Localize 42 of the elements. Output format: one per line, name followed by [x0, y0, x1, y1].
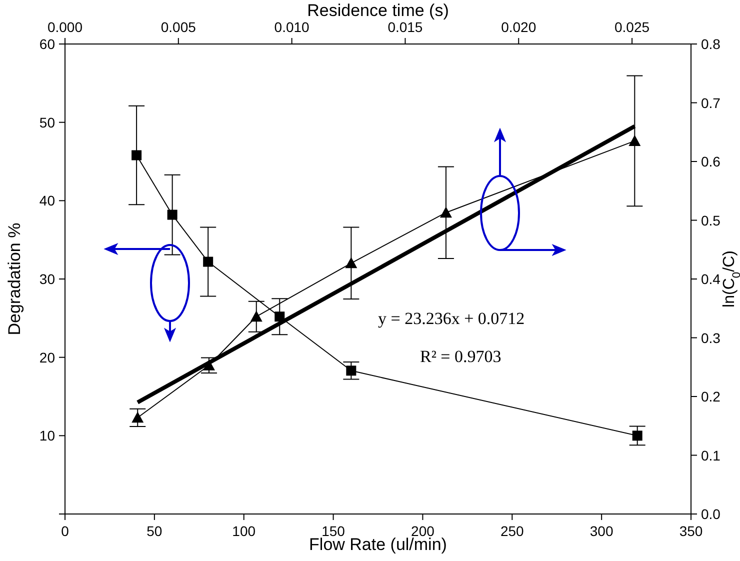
x-tick-label: 0	[61, 523, 70, 539]
x-tick-label: 100	[232, 523, 256, 539]
x2-tick-label: 0.015	[388, 19, 423, 35]
x-tick-label: 250	[500, 523, 524, 539]
y-axis-title: Degradation %	[5, 222, 24, 336]
y2-tick-label: 0.2	[701, 388, 721, 404]
y2-tick-label: 0.4	[701, 271, 721, 287]
y2-tick-label: 0.0	[701, 506, 721, 522]
x2-tick-label: 0.000	[47, 19, 83, 35]
y2-tick-label: 0.6	[701, 154, 721, 170]
x-tick-label: 300	[590, 523, 614, 539]
x-tick-label: 350	[679, 523, 703, 539]
x-tick-label: 50	[146, 523, 162, 539]
y2-tick-label: 0.5	[701, 212, 721, 228]
point	[345, 257, 358, 268]
y-tick-label: 60	[39, 36, 56, 52]
point	[203, 256, 214, 267]
point	[440, 206, 452, 218]
annotation: R² = 0.9703	[420, 347, 502, 366]
x2-tick-label: 0.005	[160, 19, 196, 35]
y-tick-label: 40	[39, 192, 56, 209]
point	[132, 150, 142, 160]
y-tick-label: 10	[39, 428, 56, 444]
x2-tick-label: 0.025	[614, 19, 650, 35]
point	[167, 210, 178, 220]
x2-axis-title: Residence time (s)	[307, 1, 449, 20]
y2-tick-label: 0.7	[701, 94, 721, 111]
y-tick-label: 50	[39, 114, 56, 130]
point	[346, 366, 356, 376]
x2-tick-label: 0.020	[501, 19, 536, 35]
y-tick-label: 30	[39, 271, 56, 287]
point	[132, 412, 144, 423]
y-tick-label: 20	[39, 349, 56, 366]
point	[628, 134, 641, 146]
y2-tick-label: 0.3	[701, 330, 721, 346]
point	[250, 310, 262, 322]
annotation: y = 23.236x + 0.0712	[378, 309, 525, 328]
point	[274, 312, 285, 322]
point	[632, 430, 642, 441]
y2-tick-label: 0.8	[701, 36, 721, 52]
x2-tick-label: 0.010	[274, 19, 310, 35]
y2-tick-label: 0.1	[701, 447, 721, 464]
